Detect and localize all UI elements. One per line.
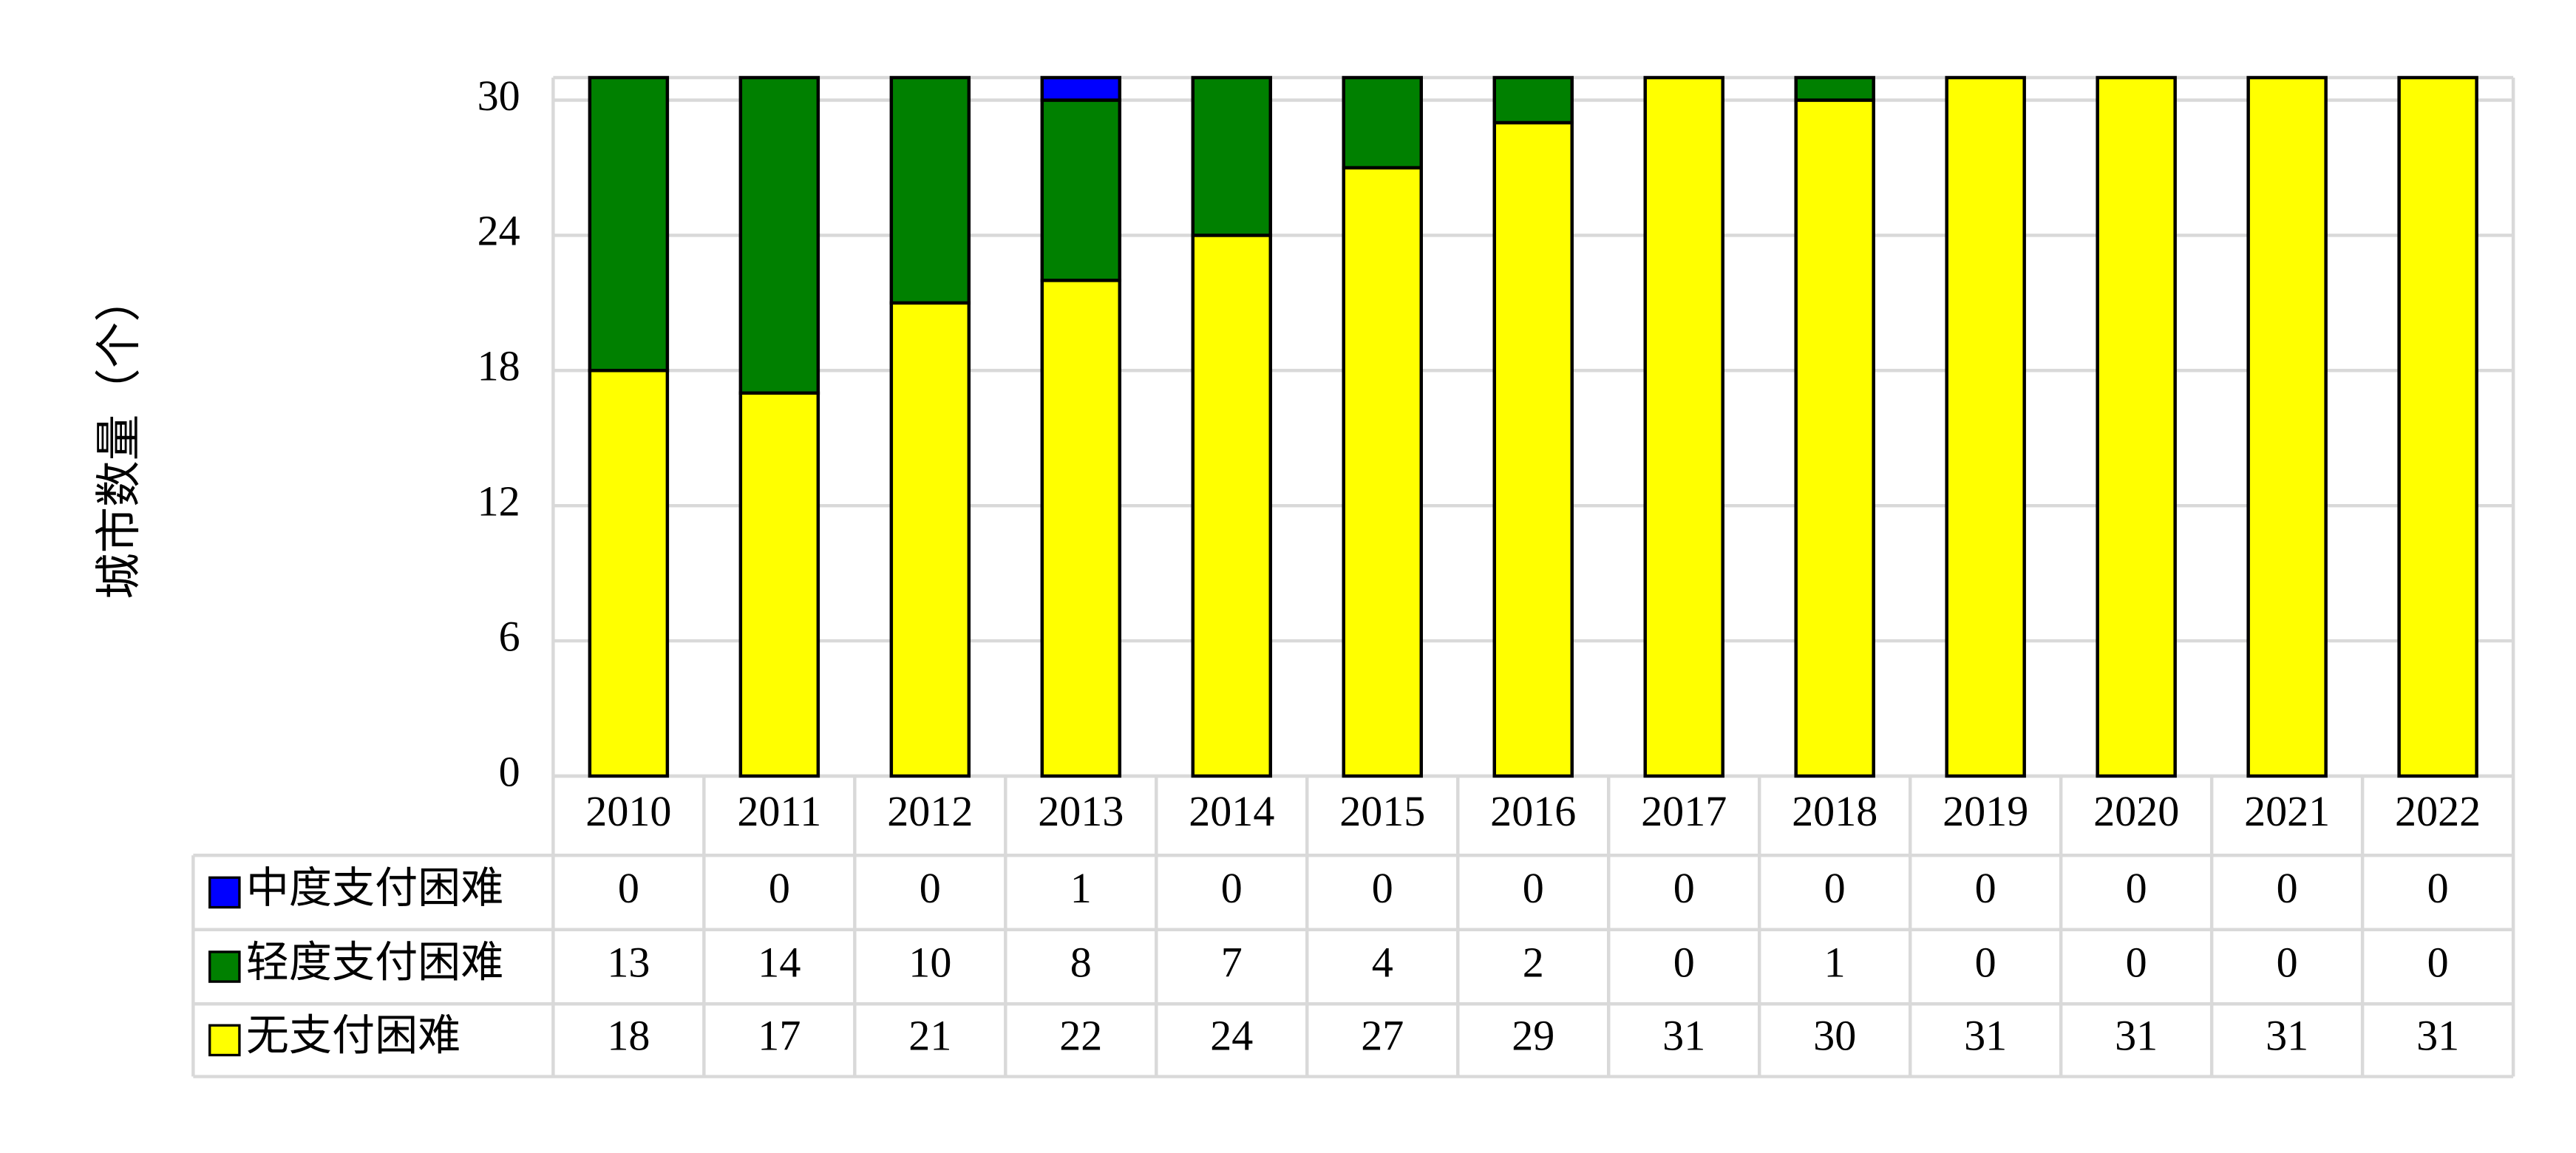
bar-segment <box>588 75 670 373</box>
bar-segment <box>1492 120 1574 778</box>
legend-swatch <box>208 1024 241 1057</box>
table-value: 21 <box>908 1012 951 1060</box>
bar-segment <box>1794 98 1875 778</box>
table-value: 0 <box>2277 938 2298 986</box>
x-tick-label: 2014 <box>1189 787 1274 835</box>
table-value: 1 <box>1824 938 1846 986</box>
x-tick-label: 2019 <box>1943 787 2028 835</box>
bar-segment <box>889 301 971 778</box>
table-value: 0 <box>1523 864 1544 912</box>
table-value: 24 <box>1210 1012 1253 1060</box>
table-value: 0 <box>1673 864 1695 912</box>
y-tick-label: 24 <box>478 207 520 255</box>
bar-segment <box>1040 279 1122 778</box>
table-value: 0 <box>2126 864 2147 912</box>
table-value: 14 <box>758 938 801 986</box>
table-value: 4 <box>1372 938 1393 986</box>
table-value: 0 <box>1975 864 1996 912</box>
table-value: 31 <box>2266 1012 2308 1060</box>
table-value: 0 <box>1975 938 1996 986</box>
y-tick-label: 0 <box>499 747 520 795</box>
table-value: 2 <box>1523 938 1544 986</box>
table-value: 0 <box>769 864 790 912</box>
bar-segment <box>1191 234 1273 778</box>
bar-segment <box>1040 98 1122 282</box>
bar-segment <box>2397 75 2478 778</box>
legend-label: 中度支付困难 <box>246 864 503 912</box>
table-value: 0 <box>618 864 639 912</box>
table-value: 0 <box>2126 938 2147 986</box>
bar-segment <box>889 75 971 305</box>
bar-segment <box>588 369 670 778</box>
legend-swatch <box>208 950 241 983</box>
x-tick-label: 2013 <box>1038 787 1124 835</box>
table-value: 0 <box>1673 938 1695 986</box>
bar-segment <box>1492 75 1574 125</box>
table-value: 31 <box>2416 1012 2459 1060</box>
x-tick-label: 2015 <box>1339 787 1425 835</box>
table-value: 7 <box>1221 938 1243 986</box>
table-value: 18 <box>607 1012 650 1060</box>
bar-segment <box>738 391 820 778</box>
x-tick-label: 2011 <box>737 787 821 835</box>
bar-segment <box>1191 75 1273 237</box>
bar-segment <box>1794 75 1875 102</box>
table-value: 0 <box>1824 864 1846 912</box>
legend-label: 轻度支付困难 <box>246 938 503 986</box>
bar-segment <box>1643 75 1724 778</box>
table-value: 31 <box>1964 1012 2007 1060</box>
x-tick-label: 2020 <box>2093 787 2179 835</box>
table-value: 29 <box>1512 1012 1554 1060</box>
y-tick-label: 18 <box>478 342 520 390</box>
y-tick-label: 12 <box>478 477 520 526</box>
table-value: 17 <box>758 1012 801 1060</box>
table-value: 31 <box>1662 1012 1705 1060</box>
x-tick-label: 2012 <box>887 787 973 835</box>
bar-segment <box>1040 75 1122 102</box>
bar-segment <box>1342 75 1423 170</box>
table-value: 30 <box>1813 1012 1856 1060</box>
bar-segment <box>2096 75 2177 778</box>
bar-segment <box>738 75 820 395</box>
table-value: 22 <box>1059 1012 1102 1060</box>
bar-segment <box>2246 75 2328 778</box>
table-value: 27 <box>1361 1012 1404 1060</box>
table-value: 13 <box>607 938 650 986</box>
table-value: 0 <box>1221 864 1243 912</box>
x-tick-label: 2017 <box>1641 787 1727 835</box>
table-value: 8 <box>1070 938 1092 986</box>
x-tick-label: 2021 <box>2244 787 2330 835</box>
x-tick-label: 2010 <box>585 787 671 835</box>
x-tick-label: 2022 <box>2395 787 2481 835</box>
table-value: 0 <box>920 864 941 912</box>
y-tick-label: 6 <box>499 612 520 660</box>
table-value: 0 <box>2427 938 2449 986</box>
legend-label: 无支付困难 <box>246 1012 461 1060</box>
y-axis-label: 城市数量（个） <box>93 276 145 599</box>
x-tick-label: 2018 <box>1792 787 1877 835</box>
table-value: 1 <box>1070 864 1092 912</box>
table-value: 31 <box>2115 1012 2158 1060</box>
legend-swatch <box>208 876 241 909</box>
bar-segment <box>1342 166 1423 778</box>
x-tick-label: 2016 <box>1490 787 1576 835</box>
table-value: 10 <box>908 938 951 986</box>
y-tick-label: 30 <box>478 72 520 120</box>
table-value: 0 <box>2427 864 2449 912</box>
table-value: 0 <box>1372 864 1393 912</box>
table-value: 0 <box>2277 864 2298 912</box>
bar-segment <box>1945 75 2026 778</box>
